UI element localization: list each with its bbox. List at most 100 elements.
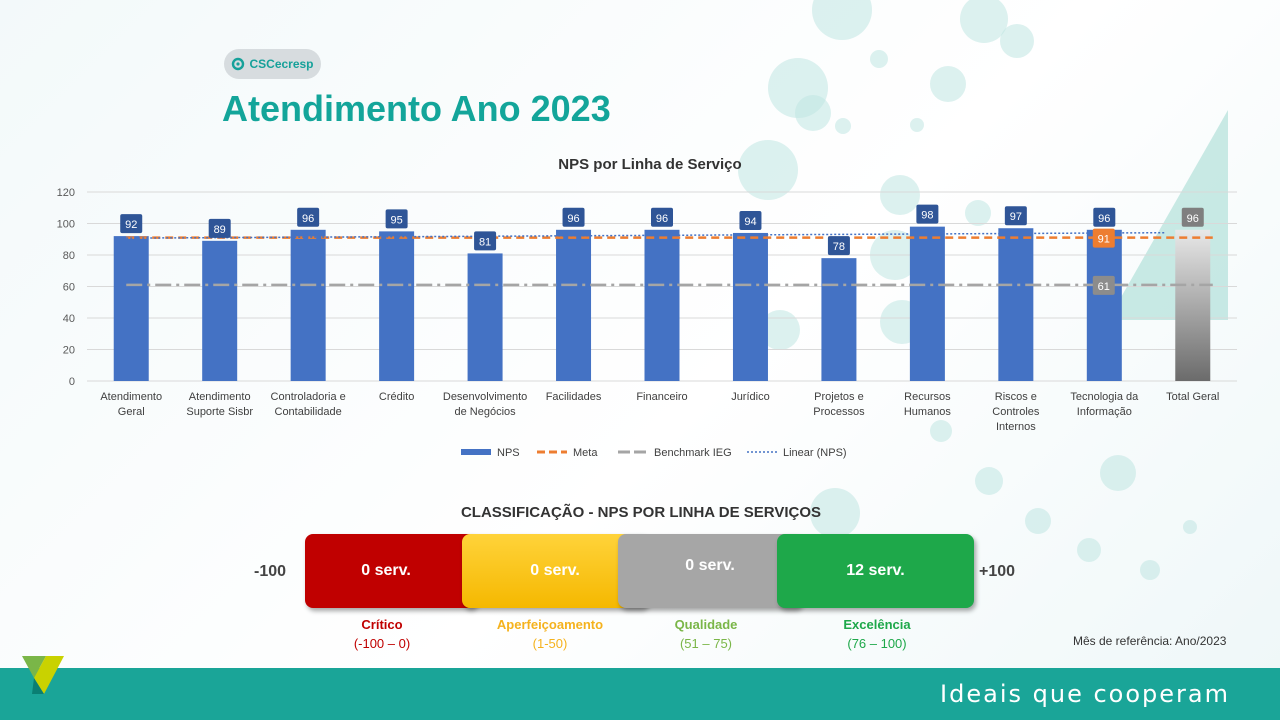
data-label-box (1004, 206, 1027, 226)
classification-box-qualidade: 0 serv. (618, 534, 802, 608)
x-tick-label: Desenvolvimento (443, 391, 527, 403)
nps-bar (556, 229, 592, 381)
reference-note: Mês de referência: Ano/2023 (1073, 634, 1227, 648)
data-label-box (1093, 207, 1116, 227)
meta-value-label: 91 (1098, 234, 1110, 246)
scale-max-label: +100 (979, 563, 1016, 580)
x-tick-label: Projetos e (814, 391, 864, 403)
x-tick-label: Riscos e (995, 391, 1037, 403)
classification-box-excelencia: 12 serv. (777, 534, 974, 608)
data-label: 95 (390, 214, 402, 226)
benchmark-value-label: 61 (1098, 281, 1110, 293)
data-label-box (385, 209, 408, 229)
data-label-box (651, 207, 673, 227)
data-label-box (474, 231, 497, 251)
data-label: 96 (1098, 213, 1110, 225)
x-tick-label: Contabilidade (275, 406, 342, 418)
legend-label: Linear (NPS) (783, 447, 847, 459)
data-label: 96 (656, 213, 668, 225)
classification-box-critico: 0 serv. (305, 534, 477, 608)
qualidade-range: (51 – 75) (679, 636, 733, 651)
critico-label: Crítico (361, 617, 403, 632)
cooperative-logo-icon (232, 57, 245, 71)
y-tick-label: 20 (63, 345, 75, 357)
total-bar (1175, 229, 1211, 381)
nps-bar (467, 253, 503, 381)
nps-bar-chart: 0 20 40 60 80 100 120 92 89 96 95 81 96 96 94 78 98 97 96 9… (57, 187, 1237, 459)
nps-bar (998, 228, 1034, 381)
critico-count: 0 serv. (361, 562, 411, 579)
y-tick-label: 120 (57, 187, 75, 199)
x-tick-label: Financeiro (636, 391, 687, 403)
data-label-box (562, 207, 585, 227)
data-label-box (916, 204, 939, 224)
data-label: 96 (1187, 213, 1199, 225)
chart-title: NPS por Linha de Serviço (558, 156, 742, 173)
scale-min-label: -100 (254, 563, 287, 580)
x-tick-label: Controladoria e (271, 391, 346, 403)
logo-text: CSCecresp (249, 57, 314, 71)
x-tick-label: Tecnologia da (1070, 391, 1139, 403)
y-tick-label: 100 (57, 219, 75, 231)
x-tick-label: Informação (1077, 406, 1132, 418)
x-tick-label: Total Geral (1166, 391, 1219, 403)
x-tick-label: Jurídico (731, 391, 770, 403)
aperfeicoamento-label: Aperfeiçoamento (496, 617, 604, 632)
x-tick-label: Facilidades (546, 391, 602, 403)
x-tick-label: Controles (992, 406, 1040, 418)
y-tick-label: 40 (63, 313, 75, 325)
linear-trend-line (126, 231, 1165, 239)
nps-bar (113, 236, 149, 381)
y-tick-label: 60 (63, 282, 75, 294)
x-tick-label: Geral (118, 406, 145, 418)
brand-logo: CSCecresp (224, 49, 321, 79)
data-label: 96 (302, 213, 314, 225)
page-title: Atendimento Ano 2023 (222, 88, 611, 129)
nps-bar (644, 229, 680, 381)
y-tick-label: 80 (63, 250, 75, 262)
classification-box-aperfeicoamento: 0 serv. (462, 534, 648, 608)
nps-bar (202, 240, 238, 381)
qualidade-count: 0 serv. (685, 557, 735, 574)
critico-range: (-100 – 0) (353, 636, 411, 651)
meta-value-label-box (1092, 228, 1115, 248)
aperfeicoamento-range: (1-50) (532, 636, 568, 651)
classification-title: CLASSIFICAÇÃO - NPS POR LINHA DE SERVIÇO… (460, 504, 822, 521)
data-label: 92 (125, 219, 137, 231)
nps-bar (379, 231, 415, 381)
data-label-box (827, 236, 850, 256)
x-tick-label: de Negócios (454, 406, 516, 418)
x-tick-label: Recursos (904, 391, 951, 403)
data-label-box (297, 207, 320, 227)
aperfeicoamento-count: 0 serv. (530, 562, 580, 579)
x-tick-label: Atendimento (189, 391, 251, 403)
excelencia-label: Excelência (843, 617, 911, 632)
legend-label: Benchmark IEG (654, 447, 732, 459)
sicoob-logo-icon (22, 656, 64, 694)
x-tick-label: Processos (813, 406, 865, 418)
data-label-box (1181, 207, 1204, 227)
nps-bar (909, 226, 945, 381)
data-label-box (739, 210, 762, 230)
x-tick-label: Humanos (904, 406, 952, 418)
legend-label: Meta (573, 447, 598, 459)
data-label: 94 (744, 216, 756, 228)
footer-tagline: Ideais que cooperam (940, 680, 1230, 708)
data-label: 96 (567, 213, 579, 225)
benchmark-value-label-box (1092, 275, 1115, 295)
x-tick-label: Internos (996, 421, 1036, 433)
x-tick-label: Atendimento (100, 391, 162, 403)
nps-bar (1086, 229, 1122, 381)
data-label: 81 (479, 236, 491, 248)
nps-bar (821, 258, 857, 381)
data-label: 89 (214, 224, 226, 236)
legend-label: NPS (497, 447, 520, 459)
excelencia-count: 12 serv. (846, 562, 905, 579)
data-label: 78 (833, 241, 845, 253)
nps-bar (290, 229, 326, 381)
data-label-box (208, 218, 231, 238)
x-tick-label: Suporte Sisbr (186, 406, 253, 418)
data-label: 98 (921, 210, 933, 222)
footer-bar (0, 668, 1280, 720)
excelencia-range: (76 – 100) (847, 636, 907, 651)
